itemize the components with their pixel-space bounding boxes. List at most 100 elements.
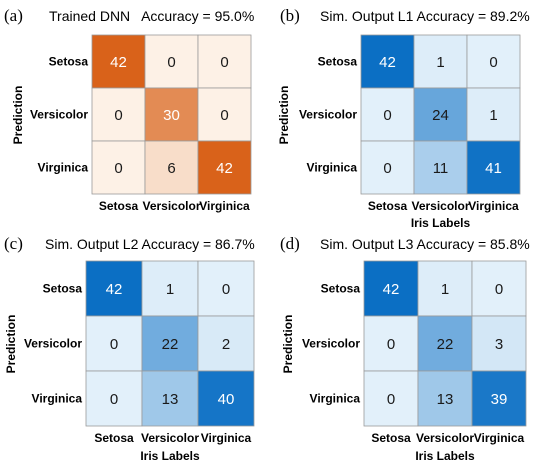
chart-title: Sim. Output L1 Accuracy = 89.2% bbox=[320, 8, 530, 24]
panel-b: (b) Sim. Output L1 Accuracy = 89.2% 42 1 0 0 2… bbox=[277, 6, 530, 230]
heatmap-cell bbox=[197, 87, 252, 142]
x-tick-label: Versicolor bbox=[141, 431, 199, 445]
heatmap-cell bbox=[144, 34, 199, 89]
cell-value-label: 42 bbox=[383, 281, 400, 298]
cell-value-label: 1 bbox=[489, 107, 497, 124]
x-axis-title: Iris Labels bbox=[415, 449, 475, 463]
y-tick-label: Virginica bbox=[310, 392, 361, 406]
heatmap-cell bbox=[363, 315, 419, 372]
panel-label: (b) bbox=[280, 6, 300, 25]
cell-value-label: 42 bbox=[106, 281, 123, 298]
y-axis-title: Prediction bbox=[4, 315, 18, 374]
y-axis-title: Prediction bbox=[281, 315, 295, 374]
heatmap-cell bbox=[144, 140, 199, 195]
heatmap-cell bbox=[197, 370, 255, 427]
heatmap-cell bbox=[197, 260, 255, 317]
cell-value-label: 0 bbox=[222, 281, 230, 298]
cell-value-label: 22 bbox=[162, 336, 179, 353]
x-tick-label: Virginica bbox=[468, 199, 519, 213]
heatmap-cell bbox=[197, 140, 252, 195]
chart-title: Sim. Output L3 Accuracy = 85.8% bbox=[320, 236, 530, 252]
y-tick-label: Setosa bbox=[318, 55, 358, 69]
x-tick-label: Virginica bbox=[199, 199, 250, 213]
heatmap-cell bbox=[363, 370, 419, 427]
heatmap-cell bbox=[141, 260, 199, 317]
heatmap-cell bbox=[91, 34, 146, 89]
y-tick-label: Versicolor bbox=[302, 337, 360, 351]
y-tick-label: Virginica bbox=[32, 392, 83, 406]
cell-value-label: 22 bbox=[437, 336, 454, 353]
cell-value-label: 40 bbox=[218, 391, 235, 408]
chart-title: Trained DNN Accuracy = 95.0% bbox=[49, 8, 254, 24]
panel-label: (a) bbox=[4, 6, 23, 25]
x-tick-label: Setosa bbox=[368, 199, 408, 213]
heatmap-cell bbox=[141, 315, 199, 372]
cell-value-label: 30 bbox=[163, 107, 180, 124]
heatmap-cell bbox=[466, 87, 521, 142]
heatmap-cell bbox=[85, 370, 143, 427]
cell-value-label: 1 bbox=[436, 54, 444, 71]
heatmap-cell bbox=[413, 140, 468, 195]
cell-value-label: 0 bbox=[114, 107, 122, 124]
y-axis-title: Prediction bbox=[11, 86, 25, 145]
cell-value-label: 0 bbox=[114, 160, 122, 177]
heatmap-cell bbox=[471, 315, 527, 372]
cell-value-label: 42 bbox=[216, 160, 233, 177]
chart-title: Sim. Output L2 Accuracy = 86.7% bbox=[45, 236, 255, 252]
cell-value-label: 3 bbox=[495, 336, 503, 353]
heatmap-cell bbox=[91, 140, 146, 195]
heatmap-cell bbox=[466, 34, 521, 89]
x-tick-label: Setosa bbox=[371, 431, 411, 445]
cell-value-label: 41 bbox=[485, 160, 502, 177]
heatmap-cell bbox=[363, 260, 419, 317]
heatmap-cell bbox=[91, 87, 146, 142]
cell-value-label: 0 bbox=[383, 160, 391, 177]
cell-value-label: 2 bbox=[222, 336, 230, 353]
y-tick-label: Virginica bbox=[307, 161, 358, 175]
cell-value-label: 13 bbox=[162, 391, 179, 408]
cell-value-label: 0 bbox=[110, 391, 118, 408]
x-tick-label: Setosa bbox=[99, 199, 139, 213]
y-tick-label: Versicolor bbox=[30, 108, 88, 122]
y-axis-title: Prediction bbox=[277, 86, 291, 145]
panel-d: (d) Sim. Output L3 Accuracy = 85.8% 42 1 0 0 2… bbox=[280, 234, 530, 463]
cell-value-label: 39 bbox=[491, 391, 508, 408]
x-tick-label: Versicolor bbox=[416, 431, 474, 445]
heatmap-cell bbox=[471, 260, 527, 317]
y-tick-label: Setosa bbox=[43, 282, 83, 296]
cell-value-label: 0 bbox=[220, 54, 228, 71]
x-axis-title: Iris Labels bbox=[140, 449, 200, 463]
cell-value-label: 0 bbox=[495, 281, 503, 298]
cell-value-label: 24 bbox=[432, 107, 449, 124]
panel-label: (c) bbox=[4, 234, 23, 253]
heatmap-cell bbox=[197, 34, 252, 89]
cell-value-label: 0 bbox=[110, 336, 118, 353]
heatmap-cell bbox=[413, 87, 468, 142]
x-tick-label: Versicolor bbox=[411, 199, 469, 213]
heatmap-cell bbox=[360, 34, 415, 89]
x-tick-label: Versicolor bbox=[142, 199, 200, 213]
heatmap-cell bbox=[85, 260, 143, 317]
x-axis-title: Iris Labels bbox=[411, 216, 471, 230]
x-tick-label: Setosa bbox=[94, 431, 134, 445]
heatmap-cell bbox=[471, 370, 527, 427]
cell-value-label: 0 bbox=[383, 107, 391, 124]
heatmap-cell bbox=[85, 315, 143, 372]
cell-value-label: 0 bbox=[220, 107, 228, 124]
y-tick-label: Virginica bbox=[38, 161, 89, 175]
cell-value-label: 11 bbox=[433, 160, 449, 177]
cell-value-label: 0 bbox=[167, 54, 175, 71]
cell-value-label: 1 bbox=[166, 281, 174, 298]
cell-value-label: 1 bbox=[441, 281, 449, 298]
heatmap-cell bbox=[417, 260, 473, 317]
panel-label: (d) bbox=[280, 234, 300, 253]
y-tick-label: Versicolor bbox=[24, 337, 82, 351]
y-tick-label: Setosa bbox=[321, 282, 361, 296]
x-tick-label: Virginica bbox=[201, 431, 252, 445]
cell-value-label: 0 bbox=[387, 391, 395, 408]
cell-value-label: 42 bbox=[379, 54, 396, 71]
cell-value-label: 42 bbox=[110, 54, 127, 71]
panel-a: (a) Trained DNN Accuracy = 95.0% 42 0 0 0 30 0 0… bbox=[4, 6, 254, 213]
heatmap-cell bbox=[197, 315, 255, 372]
